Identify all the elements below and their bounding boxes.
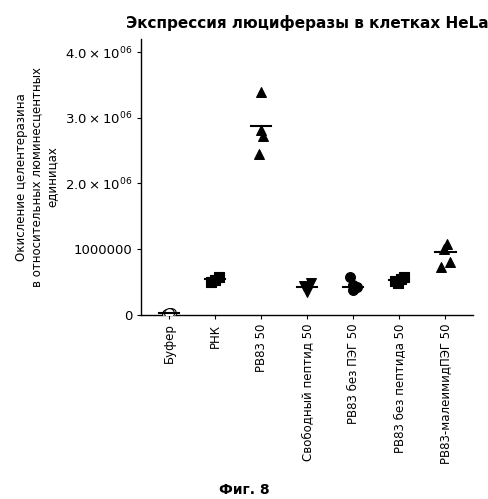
Point [400,273,408,281]
Point [437,262,445,270]
Point [353,283,361,291]
Point [394,279,402,287]
Point [397,275,405,283]
Point [304,285,311,293]
Point [304,287,311,295]
Point [391,277,399,285]
Title: Экспрессия люциферазы в клетках HeLa: Экспрессия люциферазы в клетках HeLa [126,15,488,31]
Point [163,309,171,317]
Y-axis label: Окисление целентеразина
в относительных люминесцентных
единицах: Окисление целентеразина в относительных … [15,67,58,287]
Text: Фиг. 8: Фиг. 8 [219,483,269,497]
Point [446,258,454,266]
Point [165,309,173,317]
Point [215,273,223,281]
Point [255,150,263,158]
Point [257,88,265,96]
Point [260,132,267,140]
Point [207,278,215,286]
Point [349,281,357,289]
Point [440,245,448,253]
Point [307,279,315,287]
Point [167,309,175,317]
Point [300,281,307,289]
Point [346,273,353,281]
Point [349,286,357,294]
Point [257,126,265,134]
Point [211,276,219,284]
Point [443,240,451,248]
